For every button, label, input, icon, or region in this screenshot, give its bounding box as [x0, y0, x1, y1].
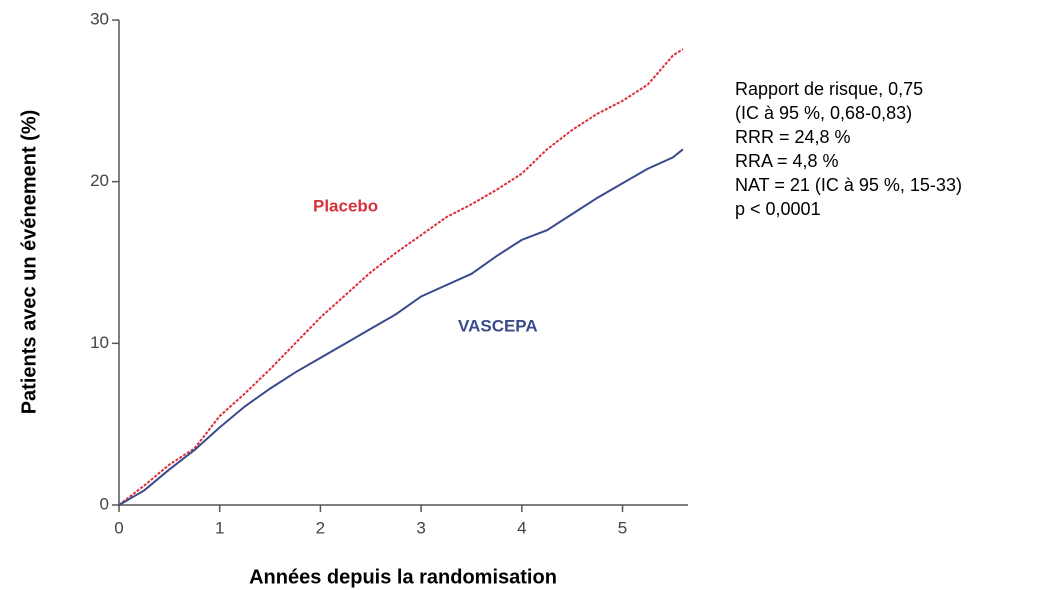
annotation: Rapport de risque, 0,75	[735, 79, 923, 99]
annotation: RRA = 4,8 %	[735, 151, 839, 171]
annotation: NAT = 21 (IC à 95 %, 15-33)	[735, 175, 962, 195]
annotation: RRR = 24,8 %	[735, 127, 851, 147]
series-line	[118, 148, 684, 506]
y-tick-label: 10	[90, 333, 109, 352]
y-tick-label: 30	[90, 9, 109, 28]
annotation: p < 0,0001	[735, 199, 821, 219]
y-tick-label: 20	[90, 171, 109, 190]
x-tick-label: 3	[416, 518, 425, 537]
y-axis-title: Patients avec un événement (%)	[18, 110, 40, 415]
series-line	[118, 48, 684, 506]
x-tick-label: 5	[618, 518, 627, 537]
y-tick-label: 0	[100, 494, 109, 513]
series-label: Placebo	[313, 196, 378, 215]
x-axis-title: Années depuis la randomisation	[249, 566, 557, 588]
x-tick-label: 1	[215, 518, 224, 537]
series-label: VASCEPA	[458, 316, 538, 335]
annotation: (IC à 95 %, 0,68-0,83)	[735, 103, 912, 123]
x-tick-label: 0	[114, 518, 123, 537]
x-tick-label: 4	[517, 518, 526, 537]
x-tick-label: 2	[316, 518, 325, 537]
